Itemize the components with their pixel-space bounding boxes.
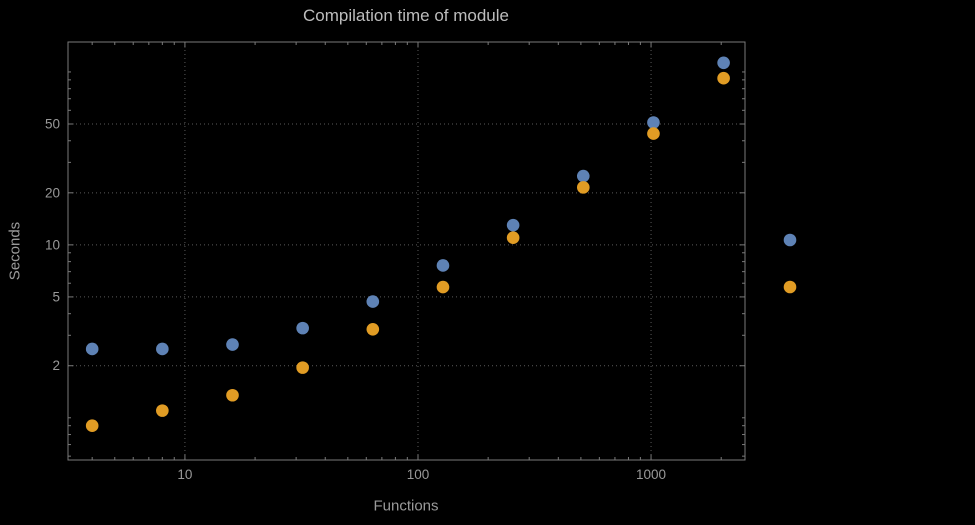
data-point-series1 — [647, 116, 660, 129]
x-tick-label: 1000 — [636, 467, 666, 482]
y-tick-label: 10 — [45, 237, 60, 252]
legend-marker-series2 — [783, 280, 797, 294]
data-point-series1 — [366, 295, 380, 308]
data-point-series2 — [506, 231, 520, 245]
data-point-series1 — [226, 338, 239, 351]
x-tick-label: 10 — [177, 467, 192, 482]
data-point-series2 — [156, 404, 169, 417]
data-point-series1 — [506, 218, 520, 232]
data-point-series2 — [576, 181, 590, 194]
data-point-series1 — [436, 259, 450, 272]
data-point-series2 — [296, 361, 309, 374]
y-tick-label: 50 — [45, 117, 60, 132]
data-point-series2 — [436, 280, 450, 294]
data-point-series1 — [717, 56, 730, 70]
legend-marker-series1 — [783, 233, 797, 247]
chart-title: Compilation time of module — [303, 6, 509, 25]
x-tick-label: 100 — [407, 467, 430, 482]
data-point-series1 — [576, 169, 590, 183]
y-axis-label: Seconds — [6, 221, 24, 281]
data-point-series1 — [156, 342, 169, 356]
y-tick-label: 5 — [52, 289, 60, 304]
y-tick-label: 2 — [52, 358, 60, 373]
y-tick-label: 20 — [45, 185, 60, 200]
data-point-series1 — [296, 321, 309, 335]
data-point-series2 — [647, 127, 660, 140]
x-axis-label: Functions — [373, 497, 439, 515]
data-point-series2 — [366, 322, 380, 336]
data-point-series2 — [717, 71, 730, 85]
data-point-series2 — [85, 419, 99, 432]
plot-frame — [67, 41, 746, 461]
data-point-series2 — [226, 388, 239, 402]
data-point-series1 — [85, 342, 99, 356]
